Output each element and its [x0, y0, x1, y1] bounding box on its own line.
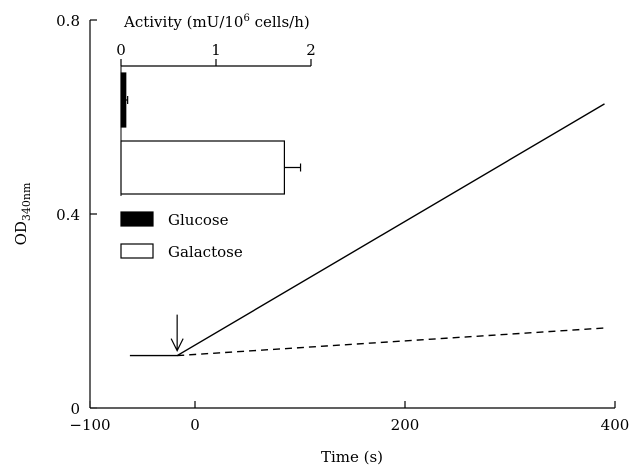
inset-bar-chart: Activity (mU/106 cells/h) 0 1 2 Glucose Gal…	[116, 13, 316, 261]
y-axis-title-sub: 340nm	[20, 182, 33, 221]
y-ticks: 0 0.4 0.8	[56, 12, 97, 418]
x-axis-title: Time (s)	[321, 448, 383, 466]
inset-x-axis-title-tail: cells/h)	[250, 13, 310, 31]
legend-swatch-glucose	[120, 211, 154, 227]
y-tick-label: 0.4	[56, 206, 80, 224]
x-tick-label: 400	[601, 416, 630, 434]
main-plot: 00.40.8 −100 0 200 400 Time (s) OD340nm	[12, 12, 629, 466]
inset-x-tick-label: 1	[211, 41, 221, 59]
arrow-down-icon	[170, 338, 184, 352]
legend-label-glucose: Glucose	[168, 211, 229, 229]
inset-x-axis-title-sup: 6	[243, 13, 249, 24]
inset-x-tick-label: 0	[116, 41, 126, 59]
bar-glucose	[120, 72, 127, 128]
x-tick-label: 0	[190, 416, 200, 434]
y-tick-label: 0	[70, 400, 80, 418]
x-tick-label: 200	[391, 416, 420, 434]
dashed-series-line	[177, 327, 605, 357]
y-tick-label: 0.8	[56, 12, 80, 30]
y-axis-title-main: OD	[12, 221, 30, 245]
annotations	[170, 314, 184, 352]
x-ticks: −100 0 200 400	[69, 401, 629, 434]
y-axis-title: OD340nm	[12, 182, 33, 245]
inset-x-ticks: 0 1 2	[116, 41, 316, 66]
inset-bars	[120, 72, 302, 195]
bar-galactose	[120, 140, 285, 195]
series-group	[129, 103, 605, 357]
legend-label-galactose: Galactose	[168, 243, 243, 261]
inset-legend: Glucose Galactose	[120, 211, 243, 261]
inset-x-axis-title-text: Activity (mU/10	[123, 13, 243, 31]
inset-x-axis-title: Activity (mU/106 cells/h)	[123, 13, 310, 31]
x-tick-label: −100	[69, 416, 110, 434]
inset-x-tick-label: 2	[306, 41, 316, 59]
legend-swatch-galactose	[120, 243, 154, 259]
